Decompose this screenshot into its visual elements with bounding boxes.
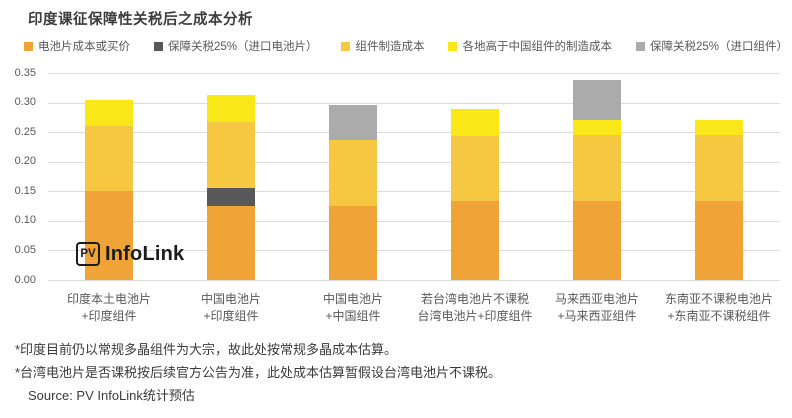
legend-item: 电池片成本或买价: [24, 38, 130, 54]
pv-infolink-logo: PV InfoLink: [76, 242, 184, 266]
infolink-logo-text: InfoLink: [105, 242, 185, 265]
bar-segment: [207, 187, 255, 207]
x-category-label-line: 中国电池片: [200, 292, 261, 306]
bar-segment: [573, 119, 621, 136]
x-category-label: 中国电池片 +中国组件: [292, 291, 414, 325]
x-category-label-line: +东南亚不课税组件: [667, 309, 771, 323]
legend-item: 保障关税25%（进口组件）: [635, 38, 788, 54]
gridline: [48, 220, 780, 222]
gridline: [48, 102, 780, 104]
bar-segment: [573, 135, 621, 202]
footnote-india: *印度目前仍以常规多晶组件为大宗，故此处按常规多晶成本估算。: [15, 342, 398, 357]
bar-segment: [329, 139, 377, 207]
legend-label: 电池片成本或买价: [38, 41, 130, 53]
bar-segment: [695, 135, 743, 202]
gridline: [48, 132, 780, 134]
legend-swatch-icon: [341, 41, 351, 51]
x-category-label-line: 台湾电池片+印度组件: [417, 309, 533, 323]
y-tick-label: 0.25: [14, 125, 36, 138]
x-category-label-line: 东南亚不课税电池片: [664, 292, 773, 306]
bar-segment: [451, 135, 499, 202]
x-category-label-line: 中国电池片: [322, 292, 383, 306]
legend-swatch-icon: [153, 41, 163, 51]
bar-stack: [207, 94, 255, 280]
bar-segment: [85, 191, 133, 280]
x-category-label: 东南亚不课税电池片 +东南亚不课税组件: [658, 291, 780, 325]
y-axis: 0.00 0.05 0.10 0.15 0.20 0.25 0.30 0.35: [0, 67, 42, 286]
bar-segment: [573, 79, 621, 120]
bar-stack: [573, 79, 621, 280]
gridline: [48, 280, 780, 281]
gridline: [48, 73, 780, 74]
footnotes: *印度目前仍以常规多晶组件为大宗，故此处按常规多晶成本估算。 *台湾电池片是否课…: [15, 338, 501, 407]
legend-swatch-icon: [24, 41, 33, 51]
bar-segment: [451, 201, 499, 280]
x-category-label: 印度本土电池片 +印度组件: [48, 291, 170, 325]
bar-segment: [207, 94, 255, 123]
y-tick-label: 0.10: [14, 214, 36, 227]
gridline: [48, 191, 780, 193]
bar-segment: [207, 122, 255, 188]
bar-segment: [695, 120, 743, 136]
x-category-label: 若台湾电池片不课税 台湾电池片+印度组件: [414, 291, 536, 325]
legend-swatch-icon: [448, 41, 458, 51]
legend-item: 组件制造成本: [341, 38, 424, 54]
legend-label: 保障关税25%（进口组件）: [649, 41, 788, 53]
y-tick-label: 0.35: [14, 66, 36, 79]
bar-segment: [207, 206, 255, 280]
x-category-label-line: 印度本土电池片: [66, 292, 151, 306]
legend-item: 保障关税25%（进口电池片）: [153, 38, 318, 54]
x-category-label-line: +印度组件: [203, 309, 259, 323]
pv-logo-badge-icon: PV: [76, 242, 100, 266]
x-category-label: 马来西亚电池片 +马来西亚组件: [536, 291, 658, 325]
x-category-label-line: +印度组件: [81, 309, 137, 323]
bar-segment: [329, 206, 377, 280]
legend-label: 组件制造成本: [355, 41, 425, 53]
gridline: [48, 161, 780, 163]
legend-label: 各地高于中国组件的制造成本: [462, 41, 612, 53]
bar-stack: [451, 108, 499, 280]
bar-stack: [329, 104, 377, 280]
bar-segment: [451, 108, 499, 136]
bar-stack: [695, 120, 743, 280]
legend-swatch-icon: [635, 41, 645, 51]
legend-item: 各地高于中国组件的制造成本: [448, 38, 612, 54]
source-note: Source: PV InfoLink统计预估: [28, 388, 195, 403]
footnote-taiwan: *台湾电池片是否课税按后续官方公告为准，此处成本估算暂假设台湾电池片不课税。: [15, 365, 502, 380]
gridline: [48, 250, 780, 252]
x-category-label-line: 马来西亚电池片: [554, 292, 639, 306]
bar-segment: [85, 99, 133, 127]
y-tick-label: 0.05: [14, 243, 36, 256]
plot-area: [48, 73, 780, 281]
x-category-label-line: +马来西亚组件: [557, 309, 637, 323]
bar-segment: [573, 201, 621, 280]
chart-legend: 电池片成本或买价 保障关税25%（进口电池片） 组件制造成本 各地高于中国组件的制造成…: [24, 38, 788, 54]
x-category-label-line: 若台湾电池片不课税: [420, 292, 529, 306]
y-tick-label: 0.15: [14, 184, 36, 197]
x-category-label-line: +中国组件: [325, 309, 381, 323]
y-tick-label: 0.20: [14, 155, 36, 168]
y-tick-label: 0.30: [14, 96, 36, 109]
x-category-label: 中国电池片 +印度组件: [170, 291, 292, 325]
y-tick-label: 0.00: [14, 273, 36, 286]
bar-stack: [85, 99, 133, 280]
bar-segment: [329, 104, 377, 140]
chart-title: 印度课征保障性关税后之成本分析: [28, 12, 253, 28]
bar-segment: [695, 201, 743, 280]
legend-label: 保障关税25%（进口电池片）: [167, 41, 318, 53]
bar-segment: [85, 126, 133, 192]
